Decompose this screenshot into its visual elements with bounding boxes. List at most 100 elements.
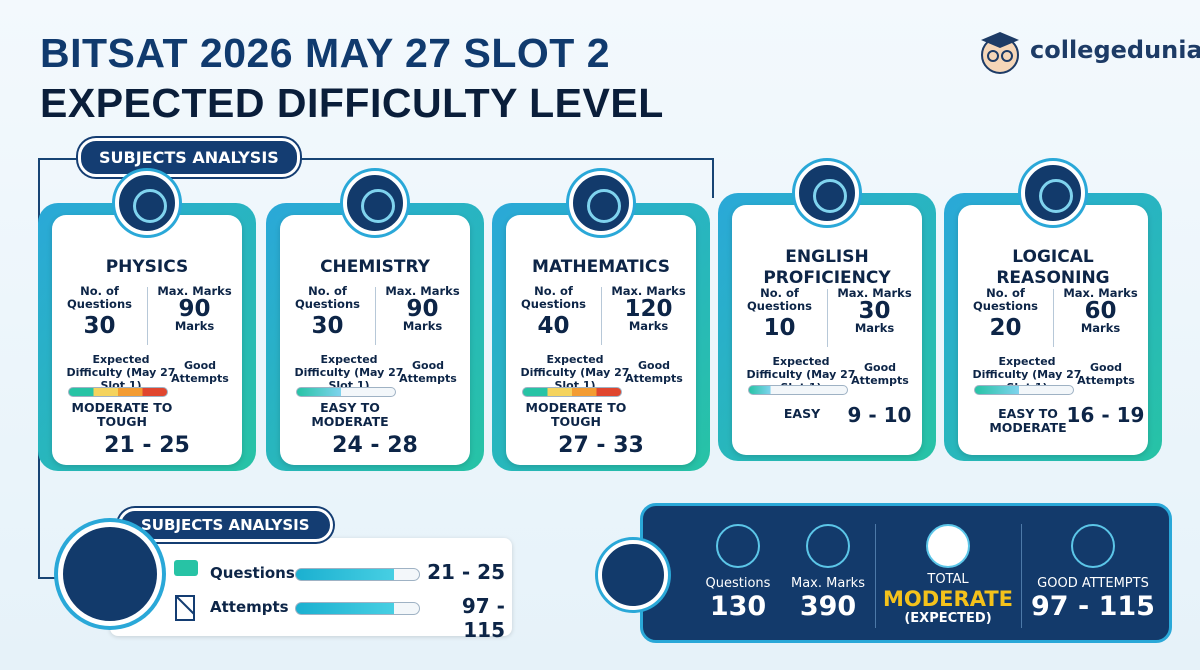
value: 30: [858, 298, 891, 324]
divider: [375, 287, 376, 345]
attempts-label: Good Attempts: [1077, 361, 1135, 387]
summary-bar: [295, 568, 420, 581]
subject-card: CHEMISTRY No. of Questions 30 Max. Marks 9…: [280, 171, 470, 465]
marks-col: Max. Marks 60 Marks: [1053, 287, 1148, 335]
difficulty-bar: [68, 387, 168, 397]
value: 10: [763, 315, 796, 341]
summary-label: Attempts: [210, 598, 289, 616]
unit: Marks: [854, 321, 895, 335]
summary-icon: [58, 522, 162, 626]
marks-col: Max. Marks 120 Marks: [601, 285, 696, 333]
divider: [1021, 524, 1022, 628]
difficulty-bar: [522, 387, 622, 397]
title-line-2: EXPECTED DIFFICULTY LEVEL: [40, 80, 664, 126]
icon: [1021, 161, 1085, 225]
value: 30: [311, 313, 344, 339]
icon: [716, 524, 760, 568]
questions-col: No. of Questions 40: [506, 285, 601, 341]
unit: Marks: [1080, 321, 1121, 335]
totals-label: Max. Marks: [791, 576, 865, 591]
marks-col: Max. Marks 90 Marks: [375, 285, 470, 333]
totals-value: 130: [709, 591, 767, 622]
label: No. of Questions: [973, 286, 1038, 313]
subject-name: LOGICAL REASONING: [996, 247, 1110, 288]
icon: [569, 171, 633, 235]
totals-value: 97 - 115: [1031, 591, 1155, 622]
questions-col: No. of Questions 10: [732, 287, 827, 343]
attempts: 21 - 25: [104, 433, 190, 458]
label: Max. Marks: [837, 286, 912, 300]
title-line-1: BITSAT 2026 MAY 27 SLOT 2: [40, 30, 611, 76]
attempts-label: Good Attempts: [399, 359, 457, 385]
subject-card: ENGLISH PROFICIENCY No. of Questions 10 M…: [732, 161, 922, 455]
subject-name: CHEMISTRY: [320, 257, 430, 277]
icon: [343, 171, 407, 235]
value: 60: [1084, 298, 1117, 324]
questions-col: No. of Questions 30: [280, 285, 375, 341]
value: 120: [624, 296, 673, 322]
icon: [795, 161, 859, 225]
value: 90: [178, 296, 211, 322]
connector: [38, 158, 713, 160]
questions-col: No. of Questions 20: [958, 287, 1053, 343]
totals-label: TOTAL: [927, 572, 969, 587]
label: Max. Marks: [385, 284, 460, 298]
value: 30: [83, 313, 116, 339]
difficulty: EASY TO MODERATE: [311, 400, 389, 429]
questions-col: No. of Questions 30: [52, 285, 147, 341]
attempts-label: Good Attempts: [851, 361, 909, 387]
value: 40: [537, 313, 570, 339]
difficulty: MODERATE TO TOUGH: [525, 400, 627, 429]
value: 90: [406, 296, 439, 322]
summary-label: Questions: [210, 564, 295, 582]
label: Max. Marks: [1063, 286, 1138, 300]
totals-value: 390: [799, 591, 857, 622]
totals-note: (EXPECTED): [904, 611, 992, 626]
unit: Marks: [402, 319, 443, 333]
label: Max. Marks: [157, 284, 232, 298]
totals-label: GOOD ATTEMPTS: [1037, 576, 1149, 591]
difficulty: EASY TO MODERATE: [989, 406, 1067, 435]
divider: [1053, 289, 1054, 347]
attempts-label: Good Attempts: [171, 359, 229, 385]
summary-value: 97 - 115: [461, 594, 505, 642]
subject-name: ENGLISH PROFICIENCY: [763, 247, 891, 288]
unit: Marks: [628, 319, 669, 333]
summary-icons: [174, 560, 198, 621]
attempts: 9 - 10: [847, 403, 912, 427]
subject-card: PHYSICS No. of Questions 30 Max. Marks 90 M…: [52, 171, 242, 465]
totals-label: Questions: [705, 576, 771, 591]
attempts-label: Good Attempts: [625, 359, 683, 385]
difficulty-bar: [296, 387, 396, 397]
brand-logo: [981, 32, 1019, 74]
subject-name: MATHEMATICS: [532, 257, 670, 277]
attempts: 16 - 19: [1066, 403, 1145, 427]
summary-bar: [295, 602, 420, 615]
marks-col: Max. Marks 90 Marks: [147, 285, 242, 333]
icon: [1071, 524, 1115, 568]
label: No. of Questions: [521, 284, 586, 311]
section-label: SUBJECTS ANALYSIS: [78, 138, 300, 177]
icon: [115, 171, 179, 235]
icon: [926, 524, 970, 568]
subject-name: PHYSICS: [105, 257, 189, 277]
totals-panel: Questions 130 Max. Marks 390 TOTAL MODERATE…: [640, 503, 1172, 643]
connector: [712, 158, 714, 198]
difficulty-bar: [974, 385, 1074, 395]
totals-icon: [598, 540, 668, 610]
label: Max. Marks: [611, 284, 686, 298]
difficulty: MODERATE TO TOUGH: [71, 400, 173, 429]
summary-value: 21 - 25: [427, 560, 505, 584]
summary-title: SUBJECTS ANALYSIS: [118, 508, 333, 542]
icon: [806, 524, 850, 568]
totals-value: MODERATE: [883, 587, 1013, 611]
attempts: 24 - 28: [332, 433, 418, 458]
unit: Marks: [174, 319, 215, 333]
summary-box: Questions 21 - 25 Attempts 97 - 115: [110, 538, 512, 642]
difficulty: EASY: [783, 406, 821, 421]
subject-card: MATHEMATICS No. of Questions 40 Max. Mark…: [506, 171, 696, 465]
label: No. of Questions: [67, 284, 132, 311]
difficulty-bar: [748, 385, 848, 395]
marks-col: Max. Marks 30 Marks: [827, 287, 922, 335]
